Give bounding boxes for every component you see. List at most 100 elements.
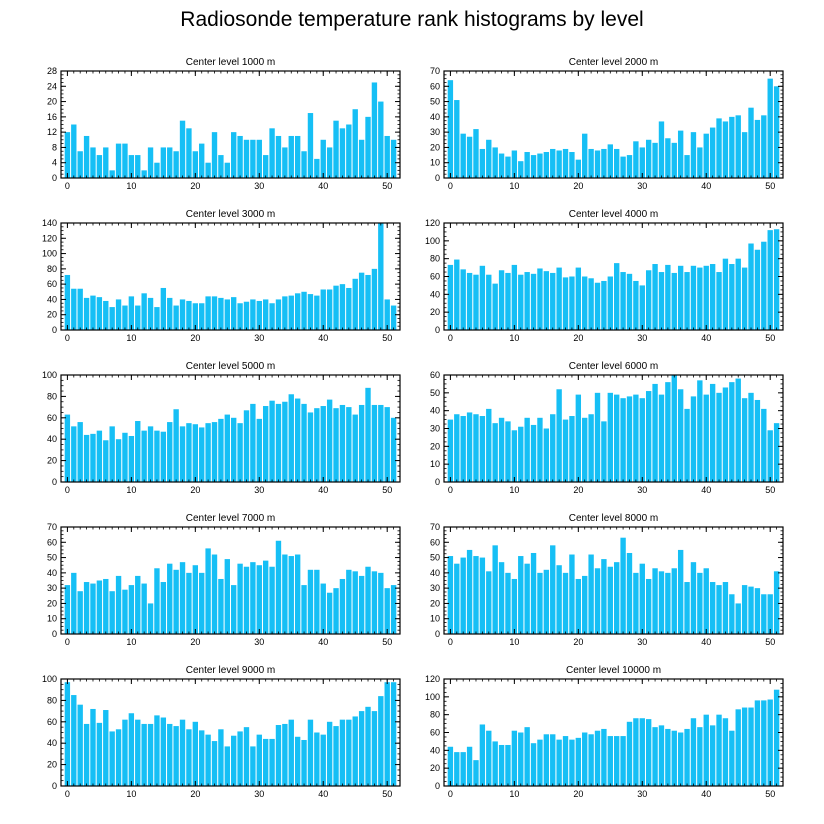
chart-bar <box>671 730 677 786</box>
chart-bar <box>103 440 109 482</box>
chart-bar <box>562 736 569 786</box>
chart-title: Center level 2000 m <box>569 57 659 68</box>
chart-bar <box>122 305 128 330</box>
chart-bar <box>358 711 365 786</box>
chart-bar <box>639 563 645 634</box>
y-tick-label: 80 <box>47 391 57 401</box>
chart-panel-9: Center level 9000 m 0 10 20 30 40 50 0 20 40 60 80 1… <box>42 665 401 799</box>
chart-bar <box>543 271 550 330</box>
chart-bar <box>626 721 633 786</box>
chart-bar <box>518 426 524 482</box>
chart-bar <box>288 394 294 482</box>
chart-bar <box>741 267 748 330</box>
y-tick-label: 60 <box>430 81 440 91</box>
chart-bar <box>767 78 773 178</box>
chart-bar <box>741 398 748 482</box>
chart-bar <box>767 594 773 634</box>
chart-bar <box>365 566 371 634</box>
y-tick-label: 60 <box>430 272 440 282</box>
y-tick-label: 80 <box>430 710 440 720</box>
chart-bar <box>333 120 339 178</box>
chart-bar <box>250 746 256 786</box>
chart-title: Center level 4000 m <box>569 209 659 220</box>
x-tick-label: 40 <box>701 637 711 647</box>
y-tick-label: 60 <box>430 537 440 547</box>
chart-bar <box>748 107 754 178</box>
x-tick-label: 40 <box>701 181 711 191</box>
chart-bar <box>626 552 633 634</box>
chart-bar <box>237 563 243 634</box>
chart-bar <box>665 382 671 482</box>
chart-bar <box>620 537 626 634</box>
chart-bar <box>658 272 665 330</box>
chart-bar <box>294 135 301 178</box>
chart-bar <box>333 285 339 330</box>
y-tick-label: 120 <box>425 674 440 684</box>
chart-panel-7: Center level 7000 m 0 10 20 30 40 50 0 10 20 30 40 5… <box>47 513 401 647</box>
chart-bar <box>192 151 199 178</box>
y-tick-label: 10 <box>430 459 440 469</box>
chart-bar <box>716 714 722 786</box>
chart-bar <box>205 548 211 634</box>
chart-bar <box>741 707 748 786</box>
chart-bar <box>378 572 384 634</box>
chart-bar <box>378 101 384 178</box>
chart-bar <box>658 394 665 482</box>
chart-bar <box>716 392 722 482</box>
chart-bar <box>479 265 486 330</box>
chart-bar <box>141 723 147 786</box>
chart-bar <box>231 297 237 330</box>
x-tick-label: 50 <box>382 485 392 495</box>
y-tick-label: 24 <box>47 81 57 91</box>
y-tick-label: 120 <box>42 233 57 243</box>
chart-bar <box>173 409 179 482</box>
chart-bar <box>243 566 250 634</box>
x-tick-label: 50 <box>765 637 775 647</box>
chart-bar <box>71 695 77 786</box>
x-tick-label: 0 <box>65 181 70 191</box>
chart-bar <box>320 139 326 178</box>
chart-bar <box>115 439 122 482</box>
y-tick-label: 40 <box>430 406 440 416</box>
chart-bar <box>530 273 537 330</box>
chart-bar <box>288 556 294 634</box>
x-tick-label: 30 <box>254 637 264 647</box>
chart-bar <box>154 568 160 634</box>
chart-bar <box>498 562 505 634</box>
chart-bar <box>607 276 613 330</box>
chart-bar <box>709 127 716 178</box>
chart-bar <box>537 572 543 634</box>
chart-bar <box>518 161 524 178</box>
chart-bar <box>167 422 173 482</box>
y-tick-label: 0 <box>52 173 57 183</box>
chart-bar <box>192 721 199 786</box>
y-tick-label: 50 <box>430 388 440 398</box>
chart-bar <box>588 278 594 330</box>
chart-bar <box>607 144 613 178</box>
chart-bar <box>128 713 135 786</box>
chart-bar <box>665 138 671 178</box>
chart-bar <box>275 299 282 330</box>
y-tick-label: 60 <box>47 413 57 423</box>
chart-bar <box>167 297 173 330</box>
chart-bar <box>665 572 671 634</box>
chart-bar <box>569 152 575 178</box>
chart-bar <box>658 571 665 634</box>
chart-bar <box>569 416 575 482</box>
chart-bar <box>186 729 192 786</box>
chart-bar <box>282 401 288 482</box>
chart-title: Center level 6000 m <box>569 361 659 372</box>
x-tick-label: 0 <box>448 637 453 647</box>
chart-bar <box>594 730 601 786</box>
chart-bar <box>460 133 466 178</box>
chart-title: Center level 10000 m <box>566 665 661 676</box>
chart-bar <box>741 585 748 634</box>
chart-bar <box>511 150 518 178</box>
x-tick-label: 40 <box>318 333 328 343</box>
chart-bar <box>346 124 352 178</box>
chart-bar <box>160 431 167 482</box>
chart-bar <box>96 155 103 178</box>
y-tick-label: 80 <box>430 254 440 264</box>
chart-bar <box>594 282 601 330</box>
chart-bar <box>307 294 314 330</box>
